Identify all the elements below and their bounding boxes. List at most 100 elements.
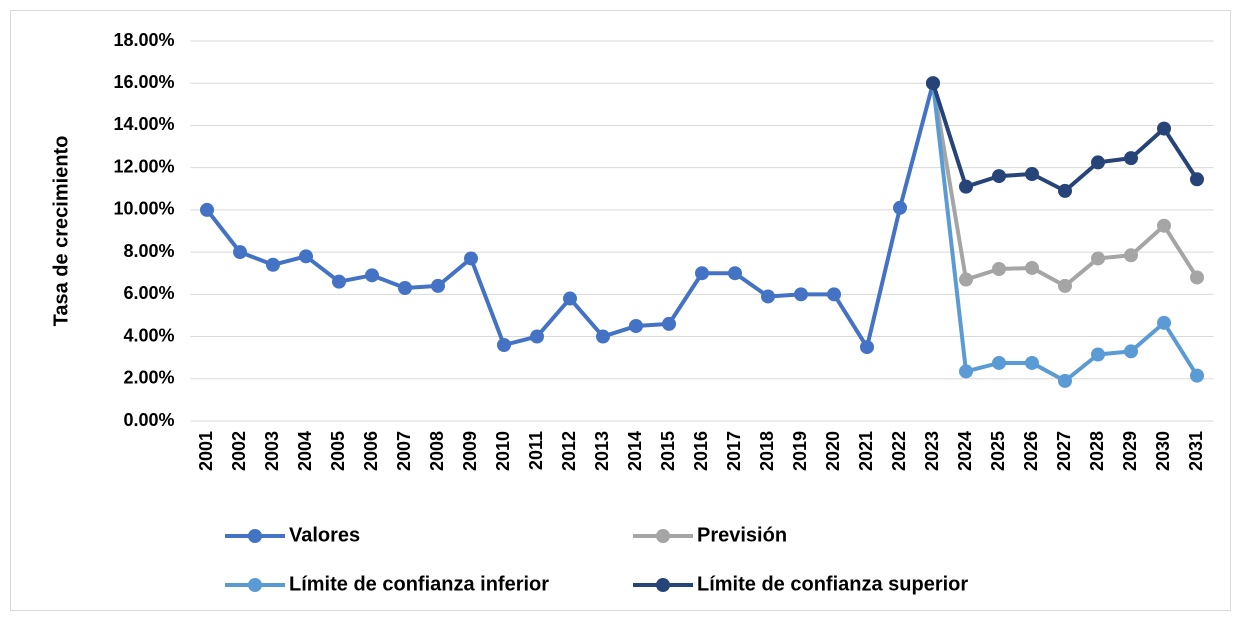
data-point	[1058, 373, 1072, 388]
x-tick-label: 2013	[592, 431, 612, 471]
y-tick-label: 10.00%	[113, 199, 174, 219]
data-point	[596, 329, 610, 344]
x-tick-label: 2008	[427, 431, 447, 471]
x-tick-label: 2019	[790, 431, 810, 471]
x-tick-label: 2025	[988, 431, 1008, 471]
y-axis-label: Tasa de crecimiento	[50, 136, 72, 327]
y-tick-label: 18.00%	[113, 30, 174, 50]
x-tick-label: 2022	[889, 431, 909, 471]
data-point	[695, 266, 709, 281]
series-line	[931, 82, 1199, 193]
x-tick-label: 2026	[1021, 431, 1041, 471]
data-point	[860, 340, 874, 355]
data-point	[1157, 315, 1171, 330]
legend-marker	[656, 529, 670, 543]
x-tick-label: 2021	[856, 431, 876, 471]
x-tick-label: 2023	[922, 431, 942, 471]
data-point	[728, 266, 742, 281]
data-point	[959, 364, 973, 379]
legend-label: Valores	[289, 524, 360, 546]
data-point	[563, 291, 577, 306]
x-tick-label: 2002	[229, 431, 249, 471]
data-point	[1091, 347, 1105, 362]
data-point	[398, 281, 412, 295]
chart-border	[10, 10, 1231, 611]
data-point	[1124, 248, 1138, 263]
data-point	[761, 289, 775, 304]
x-tick-label: 2014	[625, 431, 645, 471]
data-point	[992, 355, 1006, 370]
y-tick-label: 12.00%	[113, 156, 174, 176]
x-tick-label: 2003	[262, 431, 282, 471]
legend-marker	[248, 578, 262, 592]
data-point	[992, 169, 1006, 184]
x-tick-label: 2024	[955, 431, 975, 471]
data-point	[233, 245, 247, 260]
data-point	[200, 202, 214, 217]
data-point	[266, 257, 280, 272]
data-point	[893, 200, 907, 215]
x-tick-label: 2029	[1120, 431, 1140, 471]
data-point	[431, 278, 445, 293]
x-tick-label: 2011	[526, 431, 546, 470]
data-point	[827, 287, 841, 302]
y-tick-label: 0.00%	[123, 410, 174, 430]
legend-label: Límite de confianza inferior	[289, 573, 549, 595]
x-tick-label: 2016	[691, 431, 711, 471]
x-tick-label: 2031	[1186, 431, 1206, 471]
x-tick-label: 2005	[328, 431, 348, 471]
data-point	[1124, 151, 1138, 166]
y-tick-label: 14.00%	[113, 114, 174, 134]
data-point	[1025, 355, 1039, 370]
x-tick-label: 2030	[1153, 431, 1173, 471]
data-point	[1190, 172, 1204, 187]
legend-marker	[656, 578, 670, 592]
data-point	[1025, 167, 1039, 181]
data-point	[1058, 183, 1072, 198]
data-point	[959, 272, 973, 287]
data-point	[1058, 278, 1072, 293]
data-point	[1157, 121, 1171, 136]
data-point	[1157, 218, 1171, 233]
x-tick-label: 2017	[724, 431, 744, 471]
data-point	[332, 274, 346, 289]
x-tick-label: 2007	[394, 431, 414, 471]
legend-marker	[248, 529, 262, 543]
data-point	[1124, 344, 1138, 359]
x-tick-label: 2012	[559, 431, 579, 471]
legend-label: Límite de confianza superior	[697, 573, 968, 595]
y-tick-label: 16.00%	[113, 72, 174, 92]
data-point	[299, 249, 313, 264]
x-tick-label: 2020	[823, 431, 843, 471]
data-point	[629, 319, 643, 333]
data-point	[464, 251, 478, 266]
x-tick-label: 2009	[460, 431, 480, 471]
data-point	[1190, 270, 1204, 285]
x-tick-label: 2006	[361, 431, 381, 471]
x-tick-label: 2010	[493, 431, 513, 471]
data-point	[1025, 260, 1039, 275]
x-tick-label: 2028	[1087, 431, 1107, 471]
data-point	[1091, 155, 1105, 170]
data-point	[926, 76, 940, 91]
data-point	[1091, 251, 1105, 266]
y-tick-label: 2.00%	[123, 368, 174, 388]
data-point	[662, 316, 676, 331]
x-tick-label: 2027	[1054, 431, 1074, 471]
y-tick-label: 4.00%	[123, 325, 174, 345]
data-point	[992, 262, 1006, 276]
x-tick-label: 2001	[196, 431, 216, 471]
x-tick-label: 2015	[658, 431, 678, 471]
x-tick-label: 2018	[757, 431, 777, 471]
y-tick-label: 8.00%	[123, 241, 174, 261]
data-point	[497, 338, 511, 352]
legend-label: Previsión	[697, 524, 787, 546]
data-point	[530, 329, 544, 344]
series-line	[205, 82, 935, 350]
data-point	[1190, 368, 1204, 383]
x-tick-label: 2004	[295, 431, 315, 471]
data-point	[365, 268, 379, 283]
data-point	[794, 287, 808, 302]
